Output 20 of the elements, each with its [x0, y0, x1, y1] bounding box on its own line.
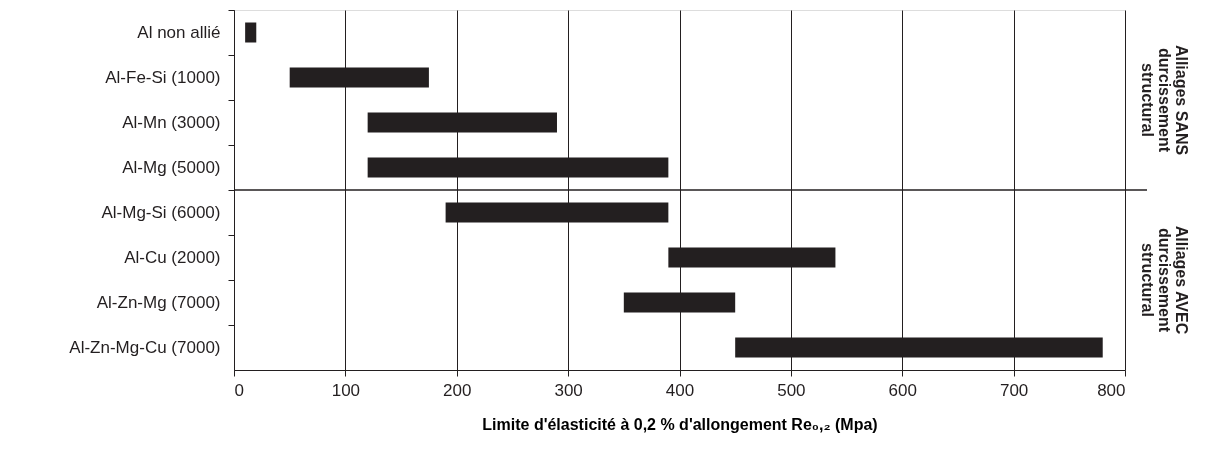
y-tick-label: Al-Zn-Mg (7000): [96, 292, 221, 312]
x-axis-title: Limite d'élasticité à 0,2 % d'allongement Re₀,₂ (Mpa): [482, 415, 878, 433]
y-tick-label: Al-Cu (2000): [124, 247, 221, 267]
y-tick-label: Al-Mn (3000): [122, 112, 221, 132]
x-tick-label: 800: [1097, 380, 1126, 400]
x-tick-label: 300: [554, 380, 583, 400]
text: Alliages SANS durcissement structural: [1139, 44, 1190, 156]
x-tick-label: 500: [777, 380, 806, 400]
y-tick-label: Al-Mg-Si (6000): [101, 202, 221, 222]
x-tick-label: 600: [888, 380, 917, 400]
y-tick-label: Al-Zn-Mg-Cu (7000): [69, 337, 221, 357]
text: Alliages AVEC durcissement structural: [1139, 225, 1190, 335]
x-tick-label: 100: [331, 380, 361, 400]
y-tick-label: Al-Fe-Si (1000): [105, 67, 221, 87]
x-tick-label: 200: [443, 380, 472, 400]
x-tick-label: 400: [665, 380, 695, 400]
x-tick-label: 700: [999, 380, 1029, 400]
y-tick-label: Al-Mg (5000): [122, 157, 221, 177]
x-tick-label: 0: [234, 380, 244, 400]
y-tick-label: Al non allié: [137, 22, 221, 42]
